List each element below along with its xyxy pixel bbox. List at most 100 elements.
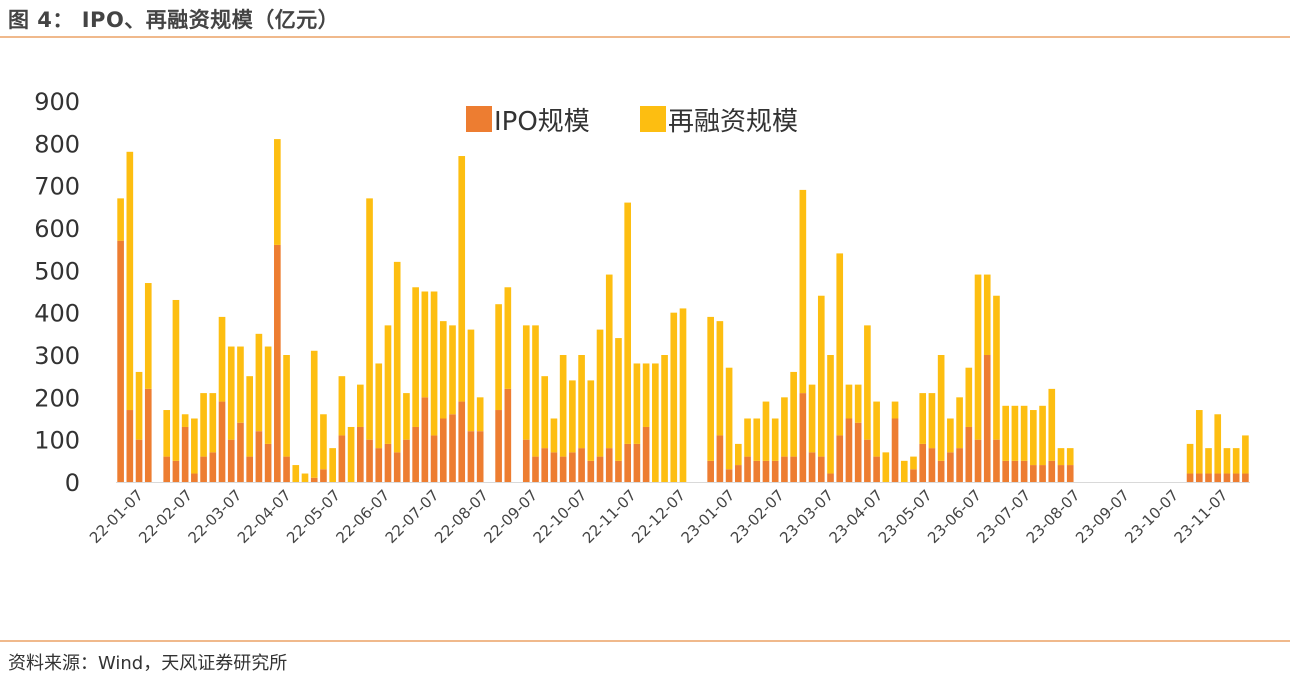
bar-refinance (735, 443, 742, 466)
bar-ipo (1030, 465, 1037, 482)
bar-ipo (808, 452, 816, 482)
bar-refinance (790, 371, 797, 457)
bar-refinance (421, 291, 429, 398)
bar-refinance (707, 316, 714, 461)
bar-refinance (956, 397, 963, 449)
bar-ipo (753, 460, 761, 482)
bar-ipo (172, 460, 180, 482)
bar-refinance (569, 380, 576, 453)
bar-refinance (661, 355, 668, 482)
bar-refinance (366, 198, 373, 440)
bar-ipo (817, 456, 825, 482)
bar-ipo (1214, 473, 1222, 482)
bar-refinance (864, 325, 871, 440)
bar-refinance (301, 473, 309, 482)
bar-refinance (430, 291, 438, 436)
bar-ipo (384, 443, 392, 482)
bar-refinance (255, 333, 263, 432)
bar-refinance (541, 376, 549, 449)
bar-refinance (624, 202, 631, 444)
bar-ipo (1066, 465, 1074, 482)
bar-ipo (587, 460, 595, 482)
bar-ipo (357, 426, 364, 482)
bar-ipo (439, 418, 447, 482)
bar-refinance (845, 384, 853, 419)
bar-ipo (310, 477, 318, 482)
bar-ipo (1020, 460, 1028, 482)
bar-refinance (292, 465, 300, 482)
bar-ipo (421, 397, 429, 482)
bar-ipo (117, 240, 124, 482)
legend-swatch-refinance (640, 106, 666, 132)
bar-ipo (191, 473, 198, 482)
y-tick-label: 600 (34, 215, 80, 243)
legend-swatch-ipo (466, 106, 492, 132)
bar-refinance (320, 414, 327, 470)
bar-refinance (347, 426, 355, 482)
bar-refinance (983, 274, 991, 355)
bar-ipo (126, 410, 134, 482)
bar-refinance (771, 418, 779, 461)
bar-refinance (1002, 405, 1009, 461)
bar-ipo (550, 452, 558, 482)
bar-ipo (495, 410, 502, 482)
bar-refinance (596, 329, 604, 457)
bar-ipo (956, 448, 963, 482)
bar-ipo (744, 456, 751, 482)
bar-ipo (781, 456, 788, 482)
bar-ipo (836, 435, 844, 482)
bar-ipo (403, 439, 410, 482)
bar-ipo (790, 456, 797, 482)
bar-ipo (135, 439, 143, 482)
bar-refinance (716, 321, 724, 436)
bar-ipo (1011, 460, 1019, 482)
bar-refinance (458, 156, 466, 402)
bar-refinance (827, 355, 834, 474)
bar-refinance (882, 452, 890, 482)
bar-ipo (965, 426, 973, 482)
bar-refinance (449, 325, 456, 415)
bar-refinance (163, 410, 171, 457)
bar-refinance (476, 397, 484, 432)
bar-refinance (679, 308, 687, 482)
bar-refinance (1232, 448, 1240, 474)
bar-refinance (504, 287, 512, 389)
bar-ipo (246, 456, 253, 482)
bar-refinance (670, 312, 678, 482)
bar-refinance (900, 460, 908, 482)
bar-ipo (449, 414, 456, 482)
bar-refinance (126, 151, 134, 411)
bar-ipo (891, 418, 899, 482)
bar-ipo (615, 460, 622, 482)
bar-refinance (209, 393, 217, 453)
bar-ipo (430, 435, 438, 482)
bar-refinance (329, 448, 336, 482)
bar-ipo (467, 431, 475, 482)
bar-refinance (633, 363, 641, 444)
bar-ipo (937, 460, 945, 482)
bar-refinance (974, 274, 982, 440)
bar-refinance (928, 393, 936, 449)
bar-refinance (993, 295, 1000, 440)
bar-ipo (1048, 460, 1056, 482)
bar-ipo (735, 465, 742, 482)
bar-refinance (227, 346, 235, 440)
bar-ipo (532, 456, 539, 482)
bar-ipo (624, 443, 631, 482)
bar-ipo (163, 456, 171, 482)
bar-refinance (725, 367, 733, 470)
bar-refinance (117, 198, 124, 241)
bar-refinance (357, 384, 364, 427)
bar-ipo (227, 439, 235, 482)
bottom-rule (0, 640, 1290, 642)
bar-ipo (255, 431, 263, 482)
bar-ipo (412, 426, 419, 482)
y-axis: 0 100 200 300 400 500 600 700 800 900 (34, 88, 80, 497)
bar-refinance (1048, 388, 1056, 461)
top-rule (0, 36, 1290, 38)
bar-refinance (1195, 410, 1203, 474)
bar-refinance (1030, 410, 1037, 466)
bar-ipo (375, 448, 383, 482)
bar-refinance (1223, 448, 1231, 474)
bar-ipo (605, 448, 613, 482)
